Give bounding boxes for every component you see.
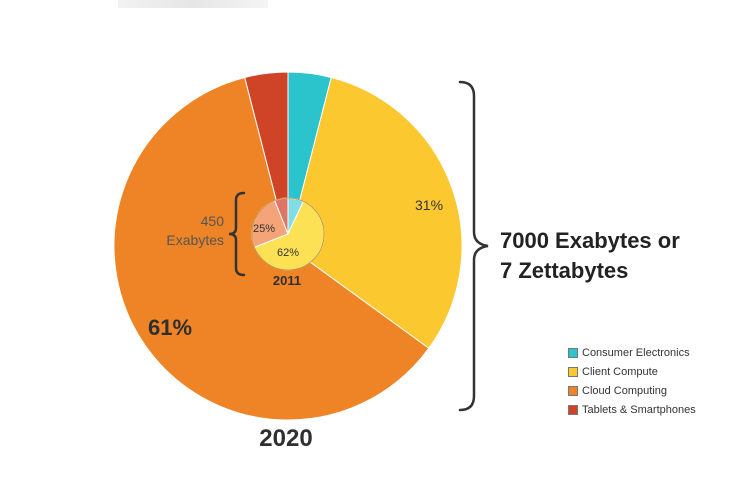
bracket-2011: [228, 191, 246, 277]
total-2020-line1: 7000 Exabytes or: [500, 228, 680, 253]
label-2011: 2011: [272, 273, 302, 288]
legend-item-cloud-computing: Cloud Computing: [568, 381, 696, 400]
pie-2011-outline: [251, 197, 325, 271]
legend: Consumer Electronics Client Compute Clou…: [568, 343, 696, 419]
legend-swatch: [568, 366, 578, 377]
slice-label-client-2011: 62%: [277, 247, 300, 259]
legend-label: Tablets & Smartphones: [582, 403, 696, 416]
legend-item-client-compute: Client Compute: [568, 362, 696, 381]
total-2020-line2: 7 Zettabytes: [500, 258, 629, 283]
legend-swatch: [568, 385, 578, 396]
pie-2011: [251, 197, 325, 271]
legend-swatch: [568, 404, 578, 415]
brackets: [228, 80, 489, 412]
total-2011-value: 450: [200, 213, 224, 229]
label-2020: 2020: [259, 425, 313, 452]
pie-slice-client-compute: [287, 76, 463, 349]
slice-label-cloud-2011: 25%: [253, 223, 276, 235]
legend-item-tablets-smartphones: Tablets & Smartphones: [568, 400, 696, 419]
slice-label-cloud-2020: 61%: [148, 315, 193, 340]
total-2020-note: 7000 Exabytes or 7 Zettabytes: [500, 226, 740, 286]
total-2011-unit: Exabytes: [166, 232, 224, 248]
legend-label: Client Compute: [582, 365, 658, 378]
faded-header-strip: [118, 0, 268, 8]
slice-label-client-2020: 31%: [415, 197, 444, 213]
total-2011-note: 450 Exabytes: [128, 212, 224, 250]
bracket-2020: [458, 80, 489, 412]
legend-label: Cloud Computing: [582, 384, 667, 397]
legend-item-consumer-electronics: Consumer Electronics: [568, 343, 696, 362]
legend-label: Consumer Electronics: [582, 346, 690, 359]
legend-swatch: [568, 347, 578, 358]
